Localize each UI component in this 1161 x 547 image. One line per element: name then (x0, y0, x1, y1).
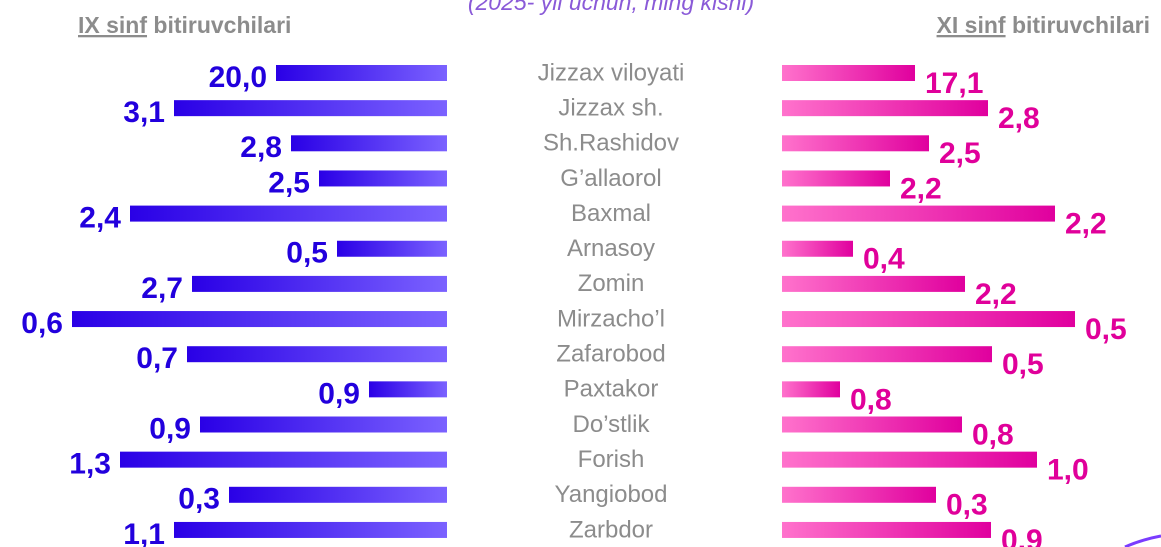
left-bar (369, 381, 447, 398)
right-bar (782, 170, 890, 187)
right-value: 1,0 (1047, 454, 1089, 487)
left-value: 2,7 (141, 272, 183, 305)
right-value: 0,5 (1085, 313, 1127, 346)
left-bar (229, 486, 447, 503)
decoration (1124, 534, 1161, 547)
subtitle: (2025- yil uchun, ming kishi) (468, 0, 754, 15)
left-value: 3,1 (123, 96, 165, 129)
row-label: Mirzacho’l (557, 305, 665, 332)
right-value: 17,1 (925, 67, 983, 100)
right-value: 0,9 (1001, 524, 1043, 547)
left-value: 0,6 (21, 307, 63, 340)
header-right: XI sinf bitiruvchilari (937, 12, 1150, 38)
row-label: Jizzax sh. (558, 94, 663, 121)
row-label: Zafarobod (556, 341, 665, 368)
right-bar (782, 135, 929, 152)
right-bar (782, 416, 962, 433)
right-bar (782, 311, 1075, 328)
right-bar (782, 65, 915, 81)
left-value: 2,4 (79, 202, 121, 235)
right-value: 0,4 (863, 243, 905, 276)
header-right-rest: bitiruvchilari (1012, 12, 1150, 38)
left-value: 0,3 (178, 483, 220, 516)
left-value: 2,5 (268, 166, 310, 199)
row-label: Zomin (578, 270, 645, 297)
right-bar (782, 346, 992, 363)
row-label: Do’stlik (573, 411, 651, 438)
left-bar (130, 205, 447, 222)
left-bar (319, 170, 447, 187)
header-left-rest: bitiruvchilari (153, 12, 291, 38)
right-value: 2,2 (975, 278, 1017, 311)
right-value: 0,8 (850, 383, 892, 416)
left-value: 0,9 (318, 377, 360, 410)
header-left: IX sinf bitiruvchilari (78, 12, 291, 38)
row-label: Forish (578, 446, 645, 473)
left-value: 0,9 (149, 412, 191, 445)
left-value: 0,5 (286, 237, 328, 270)
right-value: 0,8 (972, 418, 1014, 451)
right-bar (782, 451, 1037, 468)
right-value: 2,2 (900, 172, 942, 205)
right-value: 0,3 (946, 489, 988, 522)
left-bar (291, 135, 447, 152)
right-bar (782, 521, 991, 538)
right-bar (782, 100, 988, 117)
left-bar (276, 65, 447, 81)
row-label: Baxmal (571, 200, 651, 227)
right-bar (782, 205, 1055, 222)
left-value: 2,8 (240, 131, 282, 164)
left-bar (187, 346, 447, 363)
row-label: Paxtakor (564, 376, 659, 403)
row-label: Yangiobod (555, 481, 668, 508)
row-label: Jizzax viloyati (538, 59, 685, 86)
left-value: 20,0 (209, 61, 267, 94)
left-bar (337, 240, 447, 257)
left-bar (192, 275, 447, 292)
left-bar (174, 100, 447, 117)
left-bar (72, 311, 447, 328)
header-left-underlined: IX sinf (78, 12, 147, 38)
left-bar (174, 521, 447, 538)
row-label: Sh.Rashidov (543, 130, 679, 157)
right-value: 2,5 (939, 137, 981, 170)
right-value: 2,2 (1065, 208, 1107, 241)
right-value: 2,8 (998, 102, 1040, 135)
left-value: 1,3 (69, 448, 111, 481)
right-bar (782, 275, 965, 292)
header-right-underlined: XI sinf (937, 12, 1006, 38)
right-bar (782, 240, 853, 257)
left-value: 0,7 (136, 342, 178, 375)
row-label: Arnasoy (567, 235, 655, 262)
right-bar (782, 486, 936, 503)
right-bar (782, 381, 840, 398)
left-value: 1,1 (123, 518, 165, 547)
left-bar (200, 416, 447, 433)
left-bar (120, 451, 447, 468)
row-label: Zarbdor (569, 516, 653, 543)
right-value: 0,5 (1002, 348, 1044, 381)
row-label: G’allaorol (560, 165, 661, 192)
